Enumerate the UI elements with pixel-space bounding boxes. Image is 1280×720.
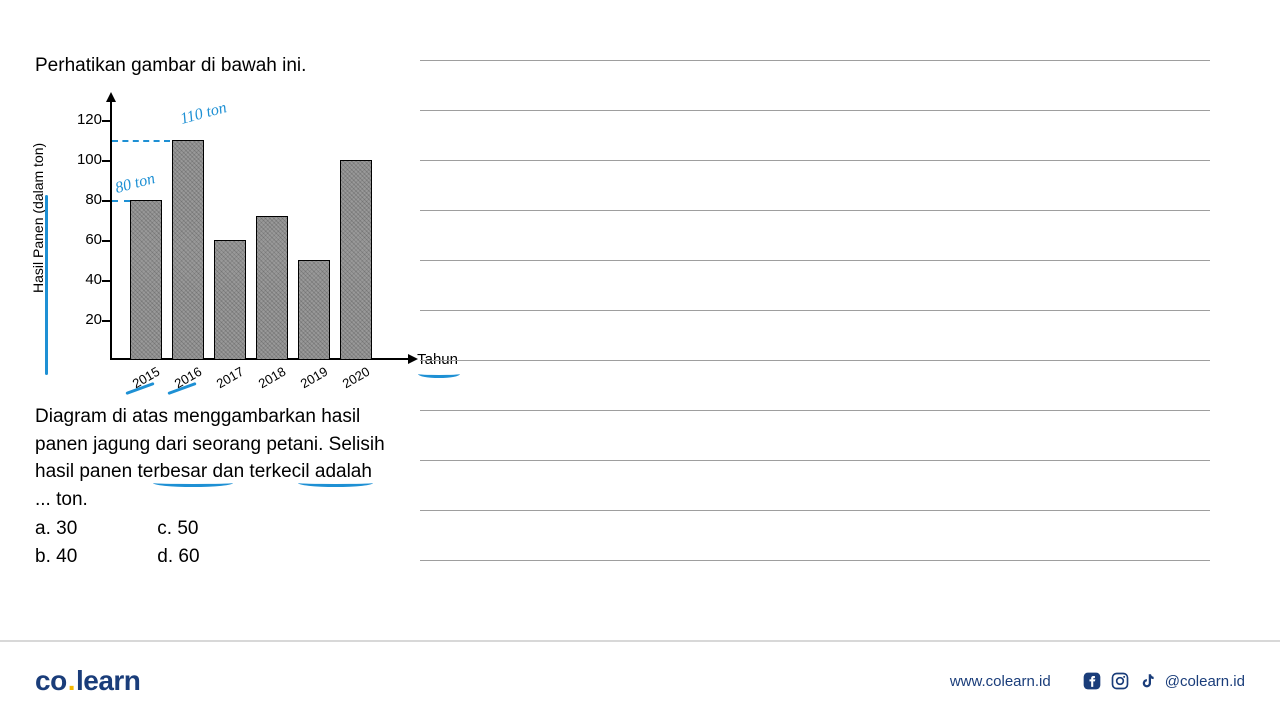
- y-axis-line: [110, 100, 112, 360]
- answer-col-right: c. 50 d. 60: [157, 515, 199, 570]
- question-line2: panen jagung dari seorang petani. Selisi…: [35, 434, 385, 455]
- social-icons: @colearn.id: [1081, 670, 1245, 692]
- x-tick-label: 2018: [251, 361, 293, 394]
- logo-dot: .: [68, 665, 75, 696]
- notebook-line: [420, 110, 1210, 111]
- bar-chart: Hasil Panen (dalam ton) Tahun 80 ton 110…: [50, 85, 450, 395]
- x-tick-label: 2015: [125, 361, 167, 394]
- colearn-logo: co.learn: [35, 665, 140, 697]
- logo-co: co: [35, 665, 67, 696]
- y-tick-label: 40: [72, 271, 102, 288]
- footer: co.learn www.colearn.id @colearn.id: [0, 640, 1280, 720]
- notebook-line: [420, 460, 1210, 461]
- notebook-line: [420, 310, 1210, 311]
- y-tick-label: 100: [72, 151, 102, 168]
- website-url: www.colearn.id: [950, 673, 1051, 690]
- x-tick-label: 2020: [335, 361, 377, 394]
- question-line1: Diagram di atas menggambarkan hasil: [35, 406, 360, 427]
- social-handle: @colearn.id: [1165, 673, 1245, 690]
- option-d: d. 60: [157, 543, 199, 571]
- y-tick: [102, 120, 110, 122]
- y-tick-label: 20: [72, 311, 102, 328]
- annotation-80ton: 80 ton: [113, 170, 157, 198]
- facebook-icon: [1081, 670, 1103, 692]
- notebook-lines: [420, 60, 1210, 610]
- instagram-icon: [1109, 670, 1131, 692]
- notebook-line: [420, 360, 1210, 361]
- bar-2020: [340, 160, 372, 360]
- x-tick-label: 2019: [293, 361, 335, 394]
- x-tick-label: 2016: [167, 361, 209, 394]
- underline-terbesar: [153, 479, 233, 487]
- notebook-line: [420, 410, 1210, 411]
- answer-options: a. 30 b. 40 c. 50 d. 60: [35, 515, 445, 570]
- y-tick: [102, 280, 110, 282]
- question-text: Diagram di atas menggambarkan hasil pane…: [35, 403, 445, 513]
- answer-col-left: a. 30 b. 40: [35, 515, 77, 570]
- notebook-line: [420, 260, 1210, 261]
- bar-2017: [214, 240, 246, 360]
- dash-80: [112, 200, 130, 202]
- y-tick: [102, 240, 110, 242]
- question-line4: ... ton.: [35, 489, 88, 510]
- logo-learn: learn: [76, 665, 140, 696]
- y-tick-label: 120: [72, 111, 102, 128]
- x-tick-label: 2017: [209, 361, 251, 394]
- bar-2018: [256, 216, 288, 360]
- chart-plot-area: Tahun 80 ton 110 ton 2040608010012020152…: [110, 100, 410, 360]
- dash-110: [112, 140, 170, 142]
- y-tick-label: 80: [72, 191, 102, 208]
- y-tick-label: 60: [72, 231, 102, 248]
- bar-2016: [172, 140, 204, 360]
- notebook-line: [420, 560, 1210, 561]
- question-panel: Perhatikan gambar di bawah ini. Hasil Pa…: [35, 55, 445, 570]
- option-b: b. 40: [35, 543, 77, 571]
- tiktok-icon: [1137, 670, 1159, 692]
- y-label-highlight: [45, 195, 48, 375]
- bar-2019: [298, 260, 330, 360]
- notebook-line: [420, 160, 1210, 161]
- y-tick: [102, 160, 110, 162]
- bar-2015: [130, 200, 162, 360]
- y-tick: [102, 200, 110, 202]
- option-c: c. 50: [157, 515, 199, 543]
- footer-right: www.colearn.id @colearn.id: [950, 670, 1245, 692]
- y-tick: [102, 320, 110, 322]
- option-a: a. 30: [35, 515, 77, 543]
- y-axis-label: Hasil Panen (dalam ton): [30, 143, 46, 293]
- intro-text: Perhatikan gambar di bawah ini.: [35, 55, 445, 77]
- annotation-110ton: 110 ton: [178, 99, 228, 129]
- notebook-line: [420, 510, 1210, 511]
- notebook-line: [420, 60, 1210, 61]
- y-axis-arrow-icon: [106, 92, 116, 102]
- notebook-line: [420, 210, 1210, 211]
- underline-terkecil: [298, 479, 373, 487]
